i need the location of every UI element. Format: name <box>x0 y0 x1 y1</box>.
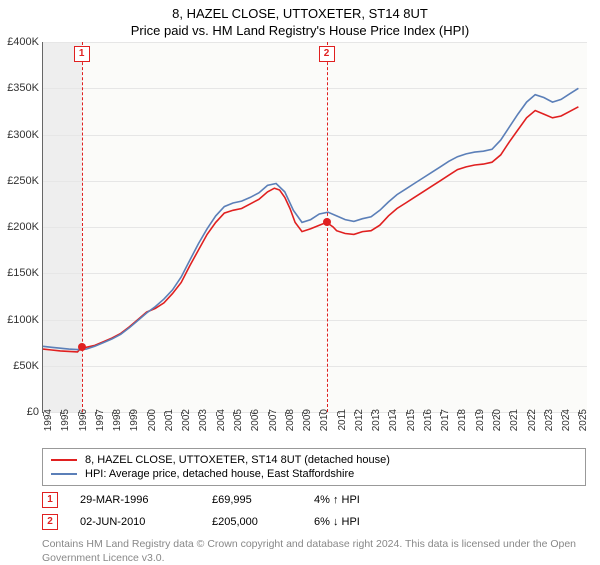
x-axis-label: 1999 <box>129 409 140 431</box>
x-axis-label: 2007 <box>268 409 279 431</box>
x-axis-label: 2017 <box>440 409 451 431</box>
x-axis-label: 2020 <box>492 409 503 431</box>
x-axis-label: 2009 <box>302 409 313 431</box>
plot-region: £0£50K£100K£150K£200K£250K£300K£350K£400… <box>42 42 587 413</box>
sale-row: 1 29-MAR-1996 £69,995 4% ↑ HPI <box>42 492 586 508</box>
legend-swatch <box>51 459 77 461</box>
x-axis-label: 2023 <box>544 409 555 431</box>
x-axis-label: 2001 <box>164 409 175 431</box>
legend-row: 8, HAZEL CLOSE, UTTOXETER, ST14 8UT (det… <box>51 453 577 467</box>
legend-row: HPI: Average price, detached house, East… <box>51 467 577 481</box>
x-axis-label: 2014 <box>388 409 399 431</box>
line-chart-svg <box>43 42 587 412</box>
gridline <box>43 412 587 413</box>
x-axis-label: 2018 <box>457 409 468 431</box>
x-axis-label: 2015 <box>406 409 417 431</box>
legend-box: 8, HAZEL CLOSE, UTTOXETER, ST14 8UT (det… <box>42 448 586 486</box>
sale-date: 29-MAR-1996 <box>80 494 190 506</box>
y-axis-label: £0 <box>1 406 39 418</box>
x-axis-label: 2003 <box>198 409 209 431</box>
y-axis-label: £350K <box>1 82 39 94</box>
sales-list: 1 29-MAR-1996 £69,995 4% ↑ HPI 2 02-JUN-2010 £… <box>0 492 600 530</box>
x-axis-label: 2012 <box>354 409 365 431</box>
x-axis-label: 1996 <box>78 409 89 431</box>
legend-label: HPI: Average price, detached house, East… <box>85 468 354 480</box>
sale-hpi-diff: 4% ↑ HPI <box>314 494 360 506</box>
sale-marker-badge: 1 <box>74 46 90 62</box>
chart-title: 8, HAZEL CLOSE, UTTOXETER, ST14 8UT <box>0 0 600 21</box>
sale-price: £205,000 <box>212 516 292 528</box>
sale-marker-line <box>327 42 328 412</box>
attribution-text: Contains HM Land Registry data © Crown c… <box>42 538 586 565</box>
x-axis-label: 1995 <box>60 409 71 431</box>
x-axis-label: 2024 <box>561 409 572 431</box>
x-axis-label: 2005 <box>233 409 244 431</box>
sale-marker-badge: 2 <box>319 46 335 62</box>
sale-date: 02-JUN-2010 <box>80 516 190 528</box>
sale-marker-line <box>82 42 83 412</box>
y-axis-label: £250K <box>1 175 39 187</box>
x-axis-label: 1997 <box>95 409 106 431</box>
y-axis-label: £100K <box>1 314 39 326</box>
x-axis-label: 2019 <box>475 409 486 431</box>
x-axis-label: 2021 <box>509 409 520 431</box>
legend-swatch <box>51 473 77 475</box>
sale-hpi-diff: 6% ↓ HPI <box>314 516 360 528</box>
sale-badge: 2 <box>42 514 58 530</box>
x-axis-label: 2004 <box>216 409 227 431</box>
x-axis-label: 2002 <box>181 409 192 431</box>
x-axis-label: 2013 <box>371 409 382 431</box>
x-axis-label: 2000 <box>147 409 158 431</box>
x-axis-label: 2022 <box>527 409 538 431</box>
sale-row: 2 02-JUN-2010 £205,000 6% ↓ HPI <box>42 514 586 530</box>
x-axis-label: 1998 <box>112 409 123 431</box>
y-axis-label: £150K <box>1 267 39 279</box>
sale-price: £69,995 <box>212 494 292 506</box>
x-axis-label: 1994 <box>43 409 54 431</box>
sale-marker-dot <box>78 343 86 351</box>
x-axis-label: 2008 <box>285 409 296 431</box>
x-axis-label: 2016 <box>423 409 434 431</box>
legend-label: 8, HAZEL CLOSE, UTTOXETER, ST14 8UT (det… <box>85 454 390 466</box>
y-axis-label: £200K <box>1 221 39 233</box>
sale-badge: 1 <box>42 492 58 508</box>
sale-marker-dot <box>323 218 331 226</box>
y-axis-label: £400K <box>1 36 39 48</box>
x-axis-label: 2011 <box>337 409 348 431</box>
chart-area: £0£50K£100K£150K£200K£250K£300K£350K£400… <box>42 42 586 412</box>
y-axis-label: £50K <box>1 360 39 372</box>
x-axis-label: 2006 <box>250 409 261 431</box>
x-axis-label: 2025 <box>578 409 589 431</box>
y-axis-label: £300K <box>1 129 39 141</box>
series-hpi <box>43 88 578 349</box>
chart-subtitle: Price paid vs. HM Land Registry's House … <box>0 21 600 42</box>
x-axis-label: 2010 <box>319 409 330 431</box>
